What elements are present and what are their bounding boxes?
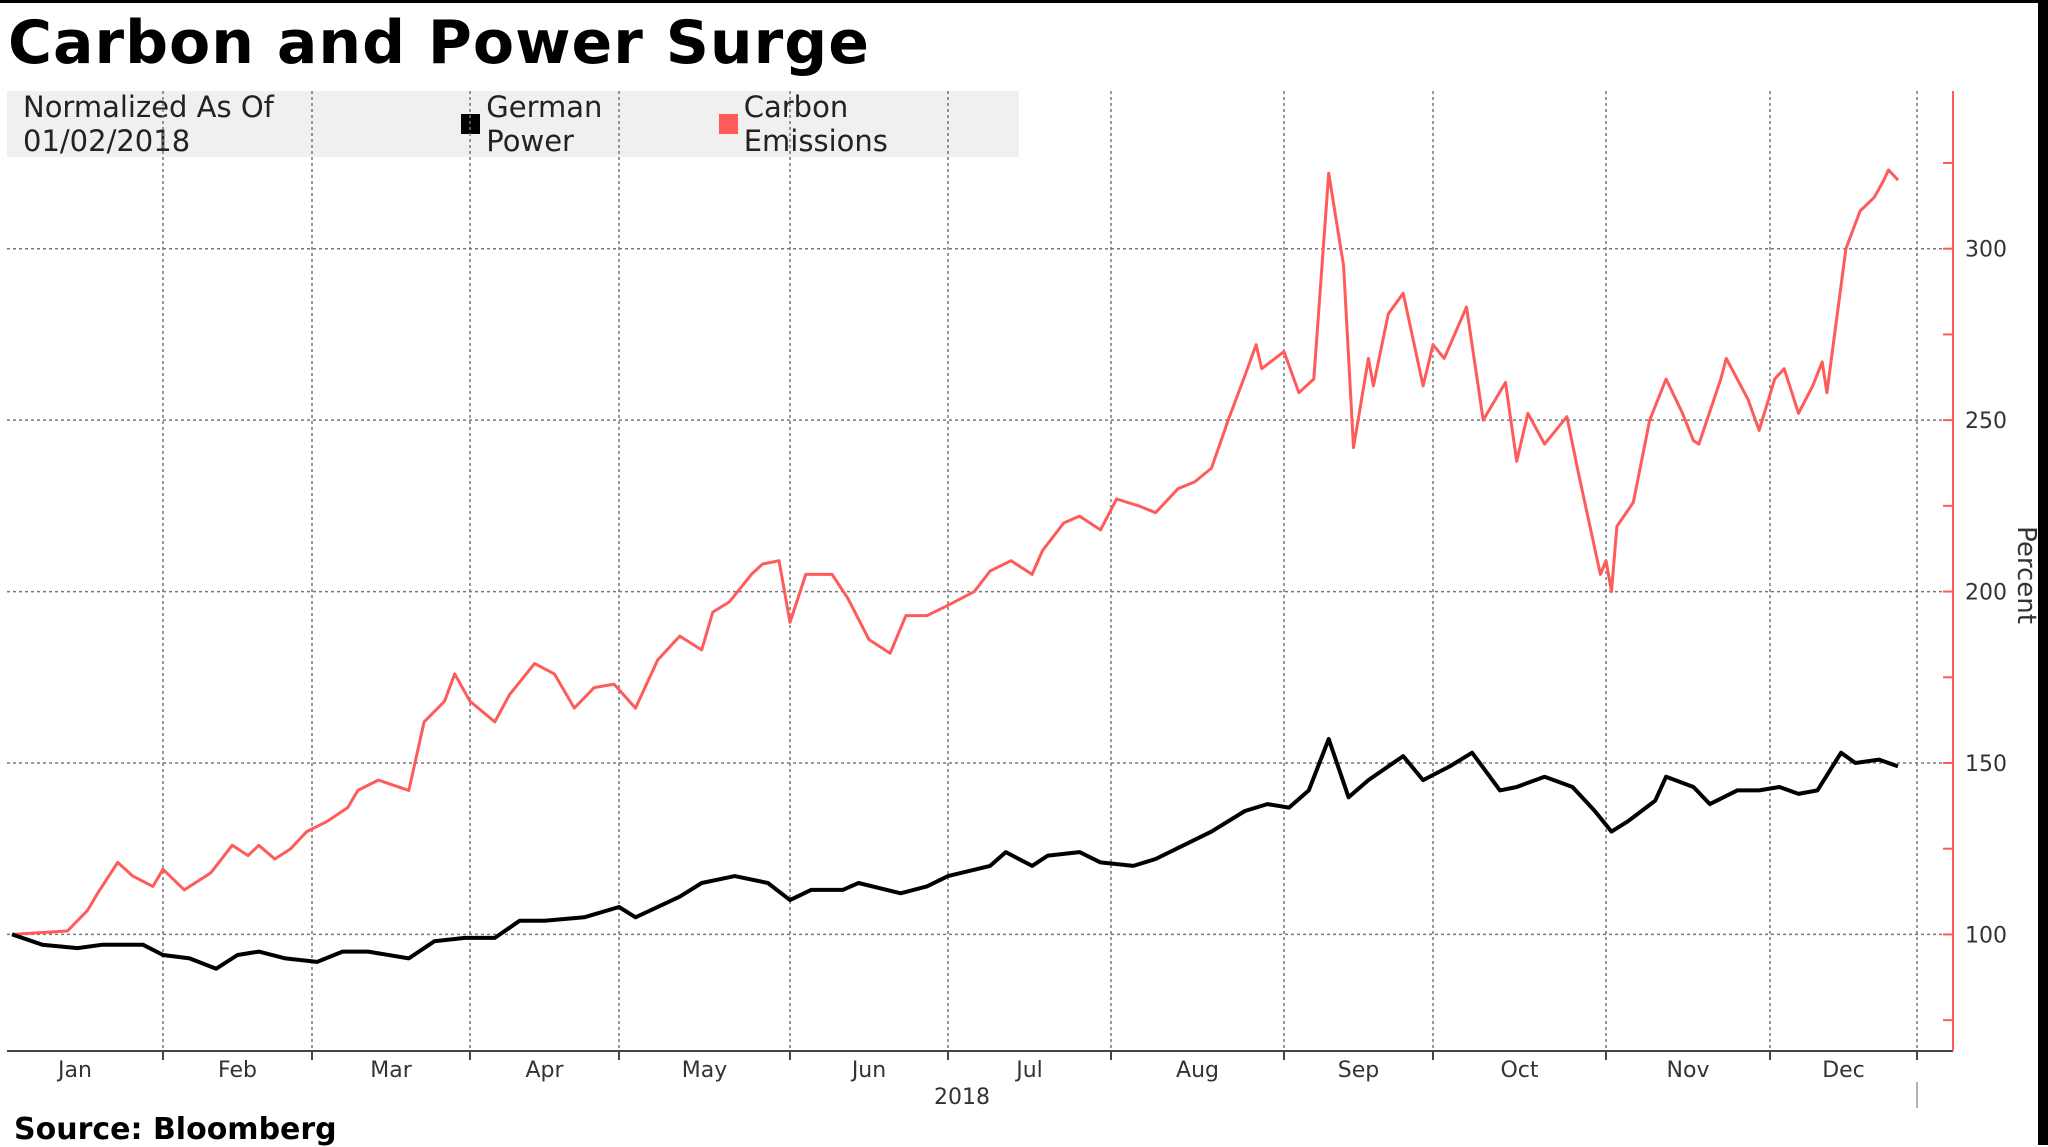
- x-axis-label: 2018: [934, 1085, 990, 1110]
- chart-title: Carbon and Power Surge: [8, 8, 870, 78]
- y-tick-label: 100: [1965, 923, 2007, 948]
- right-border: [2038, 0, 2048, 1145]
- legend-item-carbon-emissions: Carbon Emissions: [718, 90, 991, 158]
- series-line-german-power: [11, 737, 1899, 971]
- legend-item-german-power: German Power: [461, 90, 690, 158]
- x-tick-label: Aug: [1176, 1058, 1219, 1083]
- x-tick-label: Jun: [850, 1058, 886, 1083]
- legend-swatch-red-icon: [718, 114, 738, 134]
- x-tick-label: Dec: [1822, 1058, 1865, 1083]
- source-note: Source: Bloomberg: [14, 1112, 337, 1147]
- y-tick-label: 300: [1965, 238, 2007, 263]
- x-tick-label: Nov: [1667, 1058, 1710, 1083]
- series-line-carbon-emissions: [11, 168, 1900, 936]
- top-border: [0, 0, 2048, 3]
- x-tick-label: Sep: [1338, 1058, 1379, 1083]
- y-tick-label: 250: [1965, 409, 2007, 434]
- y-tick-label: 200: [1965, 581, 2007, 606]
- y-axis-label: Percent: [2011, 526, 2041, 624]
- x-tick-label: Mar: [370, 1058, 412, 1083]
- x-tick-label: Jul: [1014, 1058, 1043, 1083]
- x-tick-label: Oct: [1500, 1058, 1538, 1083]
- legend-text: German Power: [486, 90, 603, 158]
- x-tick-label: Apr: [525, 1058, 564, 1083]
- x-tick-label: Feb: [218, 1058, 257, 1083]
- x-tick-label: Jan: [56, 1058, 92, 1083]
- x-tick-label: May: [682, 1058, 727, 1083]
- y-tick-label: 150: [1965, 752, 2007, 777]
- legend-text: Carbon Emissions: [743, 90, 888, 158]
